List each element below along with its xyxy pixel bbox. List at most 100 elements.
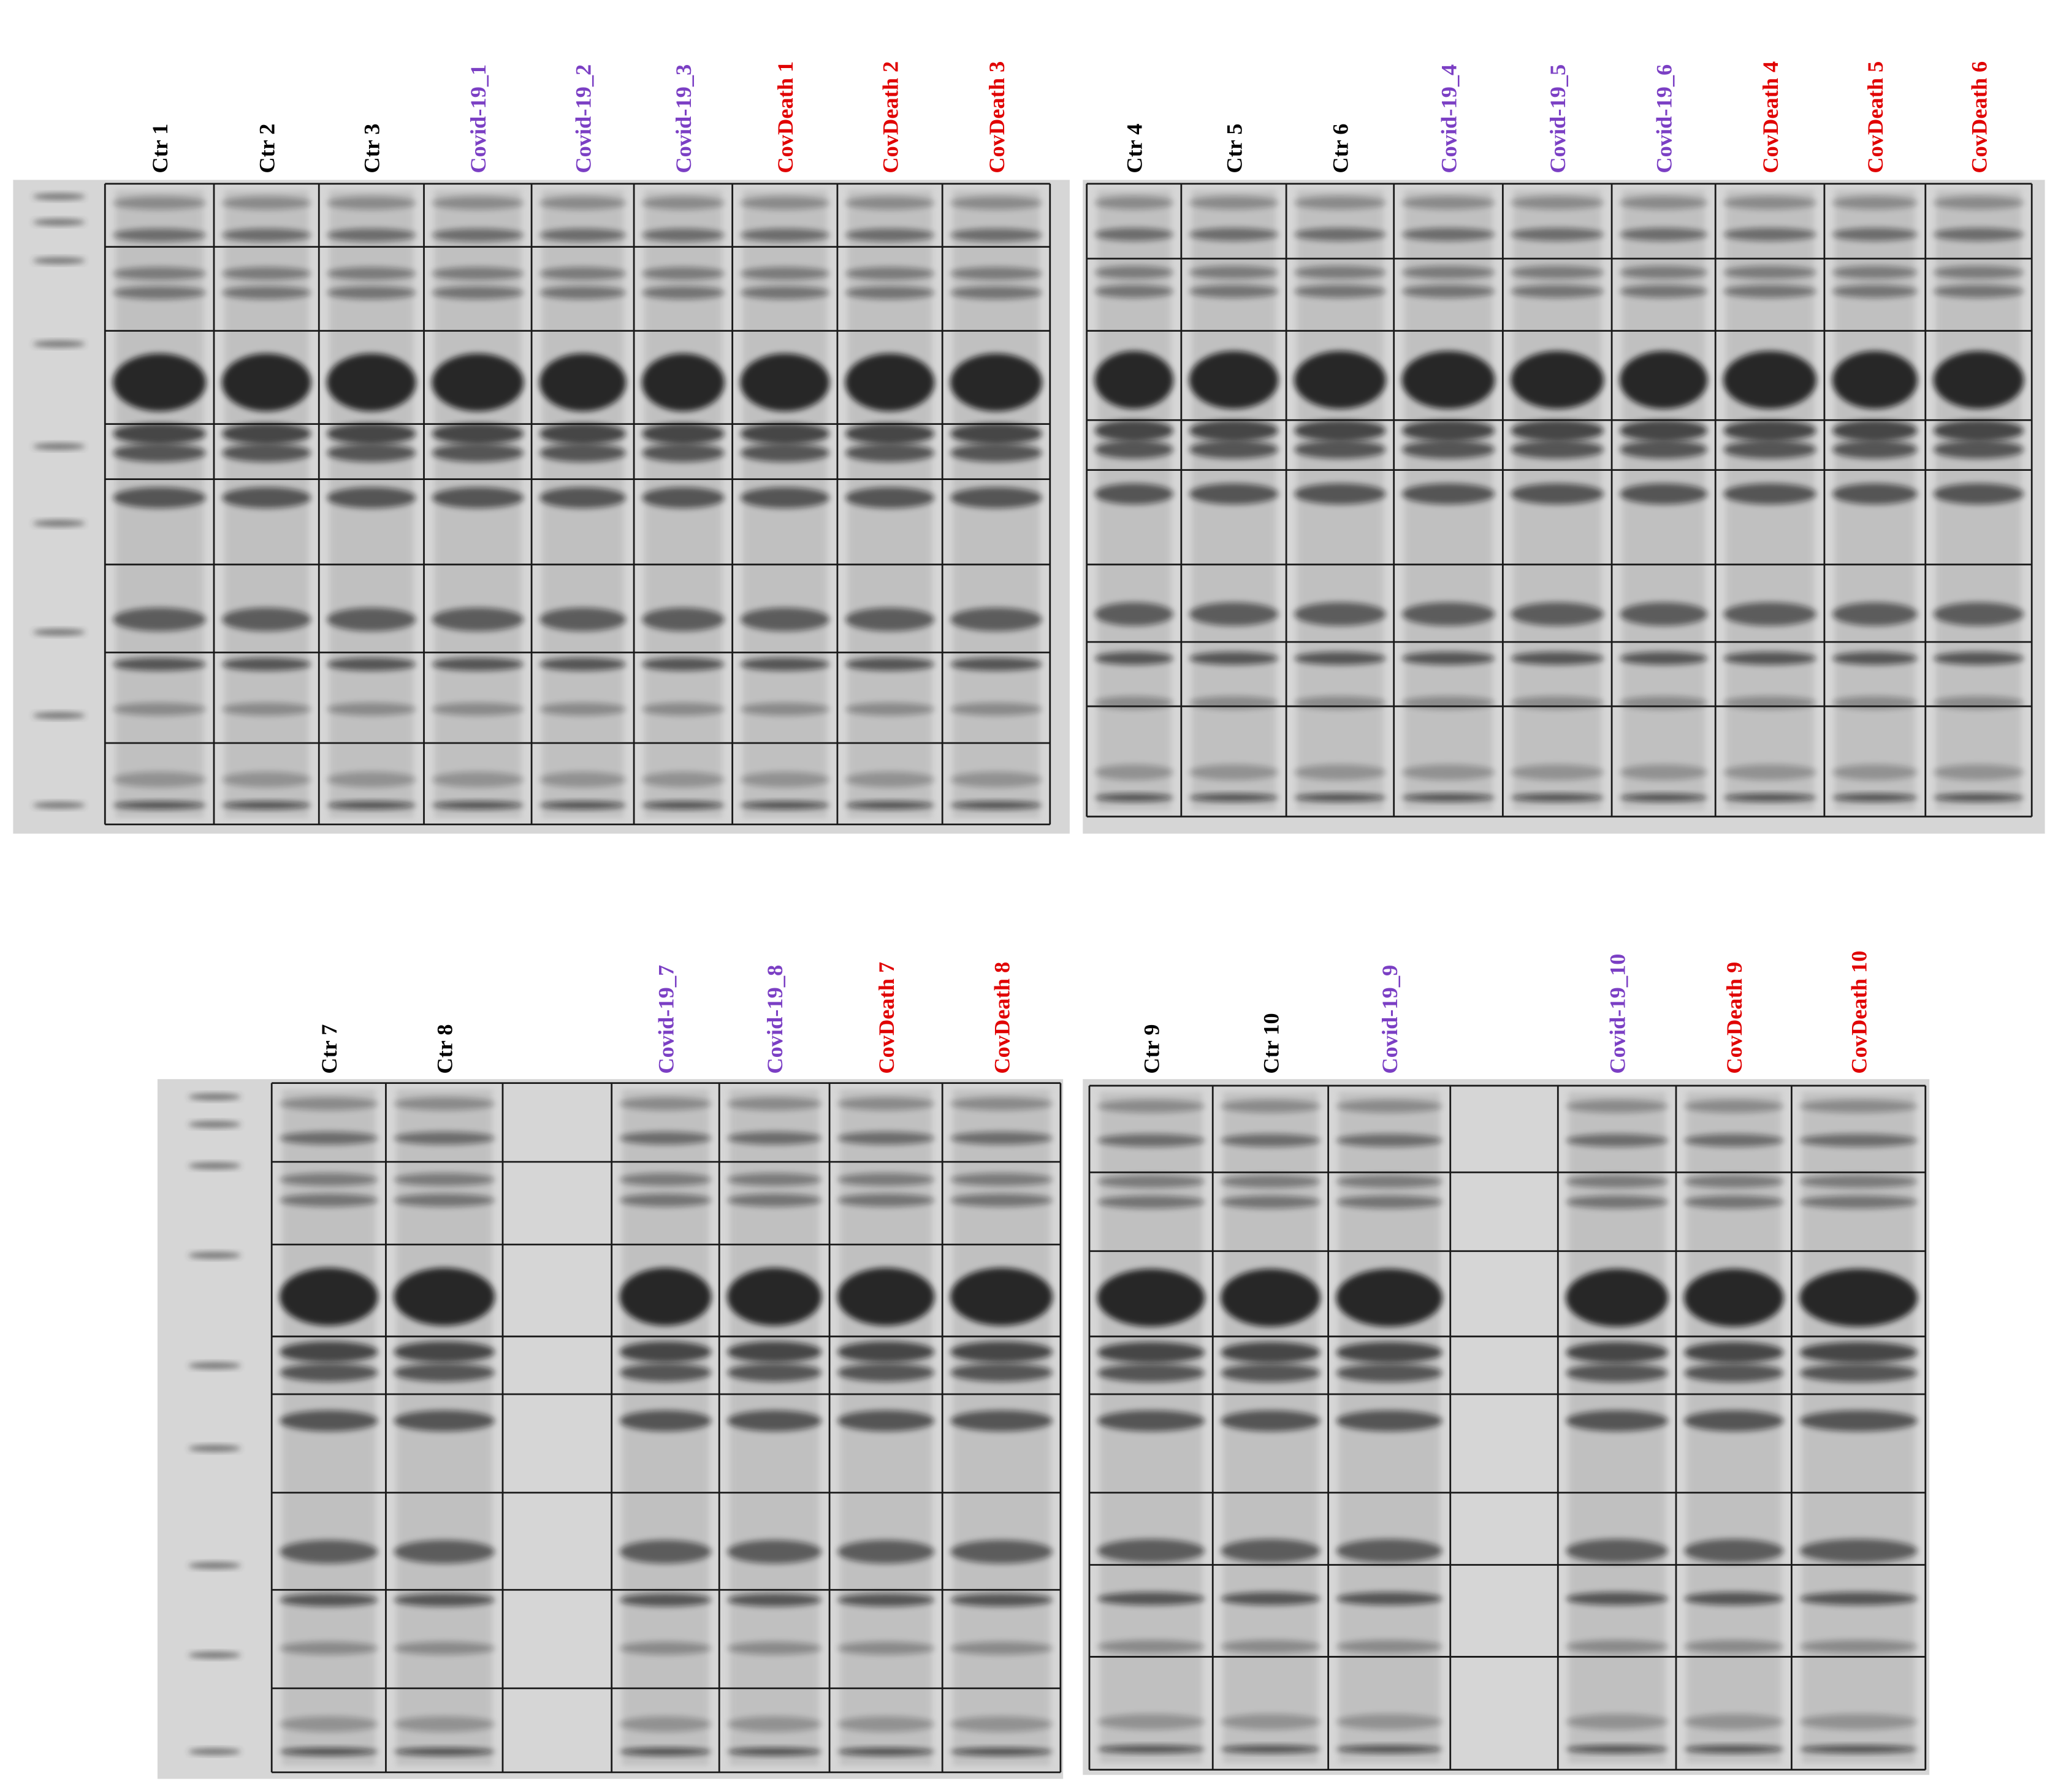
protein-band xyxy=(432,702,524,716)
protein-band xyxy=(845,353,935,411)
protein-band xyxy=(280,1173,378,1186)
protein-band xyxy=(1566,1099,1669,1113)
protein-band xyxy=(1401,351,1495,409)
protein-band xyxy=(1723,227,1817,242)
protein-band xyxy=(1799,1539,1918,1563)
ladder-band xyxy=(32,219,86,226)
protein-band xyxy=(950,1268,1053,1326)
protein-band xyxy=(221,443,311,462)
protein-band xyxy=(539,487,627,508)
protein-band xyxy=(1619,696,1708,709)
protein-band xyxy=(1221,1341,1321,1363)
protein-band xyxy=(727,1363,822,1382)
protein-band xyxy=(740,423,830,444)
protein-band xyxy=(641,771,725,788)
protein-band xyxy=(280,1747,378,1756)
protein-band xyxy=(950,1716,1053,1733)
protein-band xyxy=(113,286,207,300)
protein-band xyxy=(1619,793,1708,802)
protein-band xyxy=(641,608,725,631)
protein-band xyxy=(394,1341,495,1363)
ladder-band xyxy=(188,1652,241,1659)
protein-band xyxy=(113,608,207,631)
protein-band xyxy=(1933,420,2024,441)
protein-band xyxy=(1094,196,1174,210)
protein-band xyxy=(221,353,311,411)
protein-band xyxy=(740,228,830,242)
protein-band xyxy=(1723,265,1817,280)
protein-band xyxy=(1294,351,1386,409)
protein-band xyxy=(1401,764,1495,780)
protein-band xyxy=(845,443,935,462)
protein-band xyxy=(1511,440,1604,459)
protein-band xyxy=(1723,440,1817,459)
protein-band xyxy=(845,608,935,631)
protein-band xyxy=(539,443,627,462)
protein-band xyxy=(1189,196,1279,210)
protein-band xyxy=(1511,420,1604,441)
protein-band xyxy=(221,801,311,809)
protein-band xyxy=(950,1593,1053,1607)
protein-band xyxy=(1683,1268,1784,1327)
protein-band xyxy=(280,1268,378,1326)
protein-band xyxy=(1189,764,1279,780)
protein-band xyxy=(727,1341,822,1363)
protein-band xyxy=(1189,483,1279,505)
protein-band xyxy=(1723,764,1817,780)
protein-band xyxy=(619,1641,712,1655)
protein-band xyxy=(394,1173,495,1186)
protein-band xyxy=(845,267,935,280)
protein-band xyxy=(432,267,524,280)
protein-band xyxy=(1221,1175,1321,1188)
protein-band xyxy=(950,267,1042,280)
protein-band xyxy=(619,1194,712,1207)
protein-band xyxy=(113,353,207,411)
protein-band xyxy=(950,608,1042,631)
protein-band xyxy=(1097,1363,1205,1382)
gel-panel xyxy=(157,1079,1064,1779)
protein-band xyxy=(1097,1714,1205,1730)
protein-band xyxy=(394,1131,495,1145)
protein-band xyxy=(1619,440,1708,459)
protein-band xyxy=(1189,793,1279,802)
protein-band xyxy=(1097,1410,1205,1432)
protein-band xyxy=(1097,1195,1205,1209)
protein-band xyxy=(641,801,725,809)
protein-band xyxy=(740,771,830,788)
protein-band xyxy=(1189,227,1279,242)
protein-band xyxy=(950,801,1042,809)
protein-band xyxy=(1933,284,2024,298)
protein-band xyxy=(837,1747,935,1756)
protein-band xyxy=(950,228,1042,242)
lane-label: Covid-19_3 xyxy=(671,64,696,173)
protein-band xyxy=(221,608,311,631)
protein-band xyxy=(1189,652,1279,665)
protein-band xyxy=(619,1268,712,1326)
protein-band xyxy=(727,1539,822,1564)
protein-band xyxy=(327,801,416,809)
protein-band xyxy=(740,487,830,508)
protein-band xyxy=(1933,602,2024,626)
protein-band xyxy=(1336,1592,1443,1606)
protein-band xyxy=(950,423,1042,444)
protein-band xyxy=(619,1097,712,1111)
lane-label: CovDeath 9 xyxy=(1722,962,1747,1074)
protein-band xyxy=(1566,1175,1669,1188)
protein-band xyxy=(619,1716,712,1733)
protein-band xyxy=(432,608,524,631)
protein-band xyxy=(837,1363,935,1382)
protein-band xyxy=(1511,602,1604,626)
protein-band xyxy=(1799,1363,1918,1382)
protein-band xyxy=(1566,1745,1669,1753)
protein-band xyxy=(641,443,725,462)
protein-band xyxy=(1566,1195,1669,1209)
protein-band xyxy=(327,443,416,462)
protein-band xyxy=(950,1097,1053,1111)
protein-band xyxy=(327,196,416,210)
protein-band xyxy=(432,771,524,788)
protein-band xyxy=(1511,227,1604,242)
protein-band xyxy=(1832,227,1918,242)
protein-band xyxy=(1221,1099,1321,1113)
protein-band xyxy=(1221,1745,1321,1753)
protein-band xyxy=(1097,1268,1205,1327)
